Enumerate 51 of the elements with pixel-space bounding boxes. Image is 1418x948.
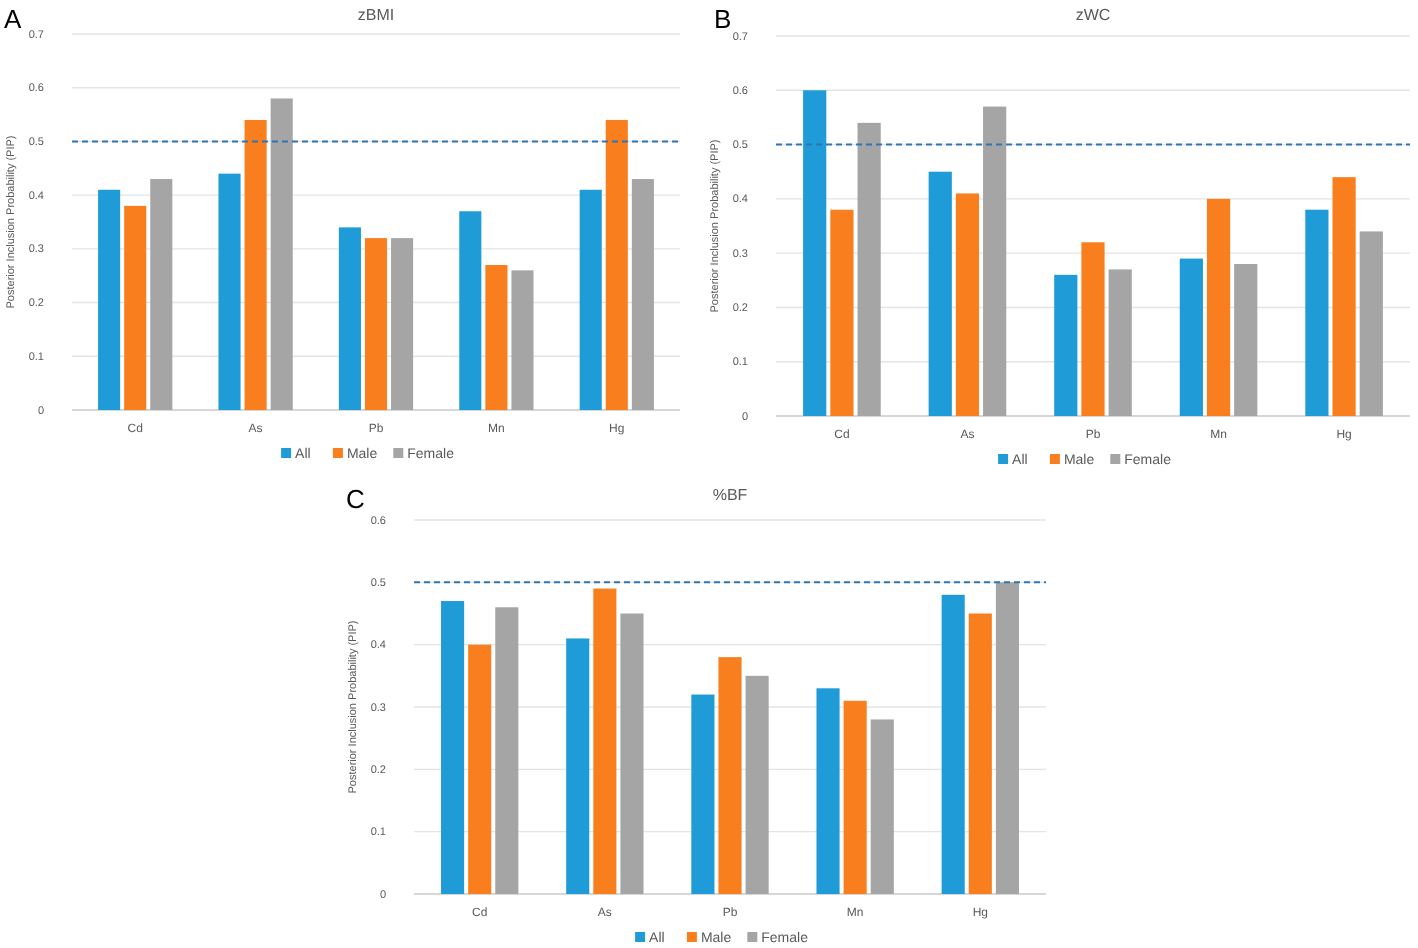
bar	[843, 700, 867, 894]
text: A	[4, 4, 22, 34]
bar	[124, 205, 147, 410]
bar	[579, 189, 602, 410]
bar	[631, 179, 654, 410]
bar	[718, 657, 742, 894]
bar	[870, 719, 894, 894]
bar	[620, 613, 644, 894]
text: C	[346, 484, 365, 514]
bar	[803, 90, 827, 416]
bar	[244, 119, 267, 410]
bar	[995, 582, 1019, 894]
bar	[955, 193, 980, 416]
bar	[459, 211, 482, 410]
bar	[441, 601, 465, 894]
bar	[857, 122, 881, 416]
bar	[270, 98, 293, 410]
bar	[745, 675, 769, 894]
bar	[1305, 209, 1329, 416]
bar	[566, 638, 590, 894]
bar	[1108, 269, 1132, 416]
bar	[1081, 242, 1105, 416]
chart-title: zBMI	[357, 6, 395, 24]
bar	[1206, 198, 1231, 416]
bar	[98, 189, 121, 410]
bar	[605, 119, 628, 410]
bar	[941, 594, 965, 894]
bar	[816, 688, 840, 894]
bar	[218, 173, 241, 410]
bar	[338, 227, 361, 410]
bar	[468, 644, 492, 894]
bar	[1179, 258, 1203, 416]
bar	[691, 694, 715, 894]
bar	[485, 264, 508, 410]
bar	[1054, 274, 1078, 416]
bar	[968, 613, 992, 894]
chart-title: zWC	[1075, 6, 1111, 24]
bar	[495, 607, 519, 894]
bar	[983, 106, 1007, 416]
bar	[1234, 264, 1258, 416]
bar	[511, 270, 534, 410]
bar	[1332, 177, 1356, 416]
chart-title: %BF	[712, 486, 748, 504]
bar	[391, 238, 414, 410]
bar	[1359, 231, 1383, 416]
bar	[928, 171, 952, 416]
bar	[150, 179, 173, 410]
text: B	[714, 4, 732, 34]
bar	[593, 588, 617, 894]
bar	[830, 209, 854, 416]
bar	[364, 238, 388, 410]
